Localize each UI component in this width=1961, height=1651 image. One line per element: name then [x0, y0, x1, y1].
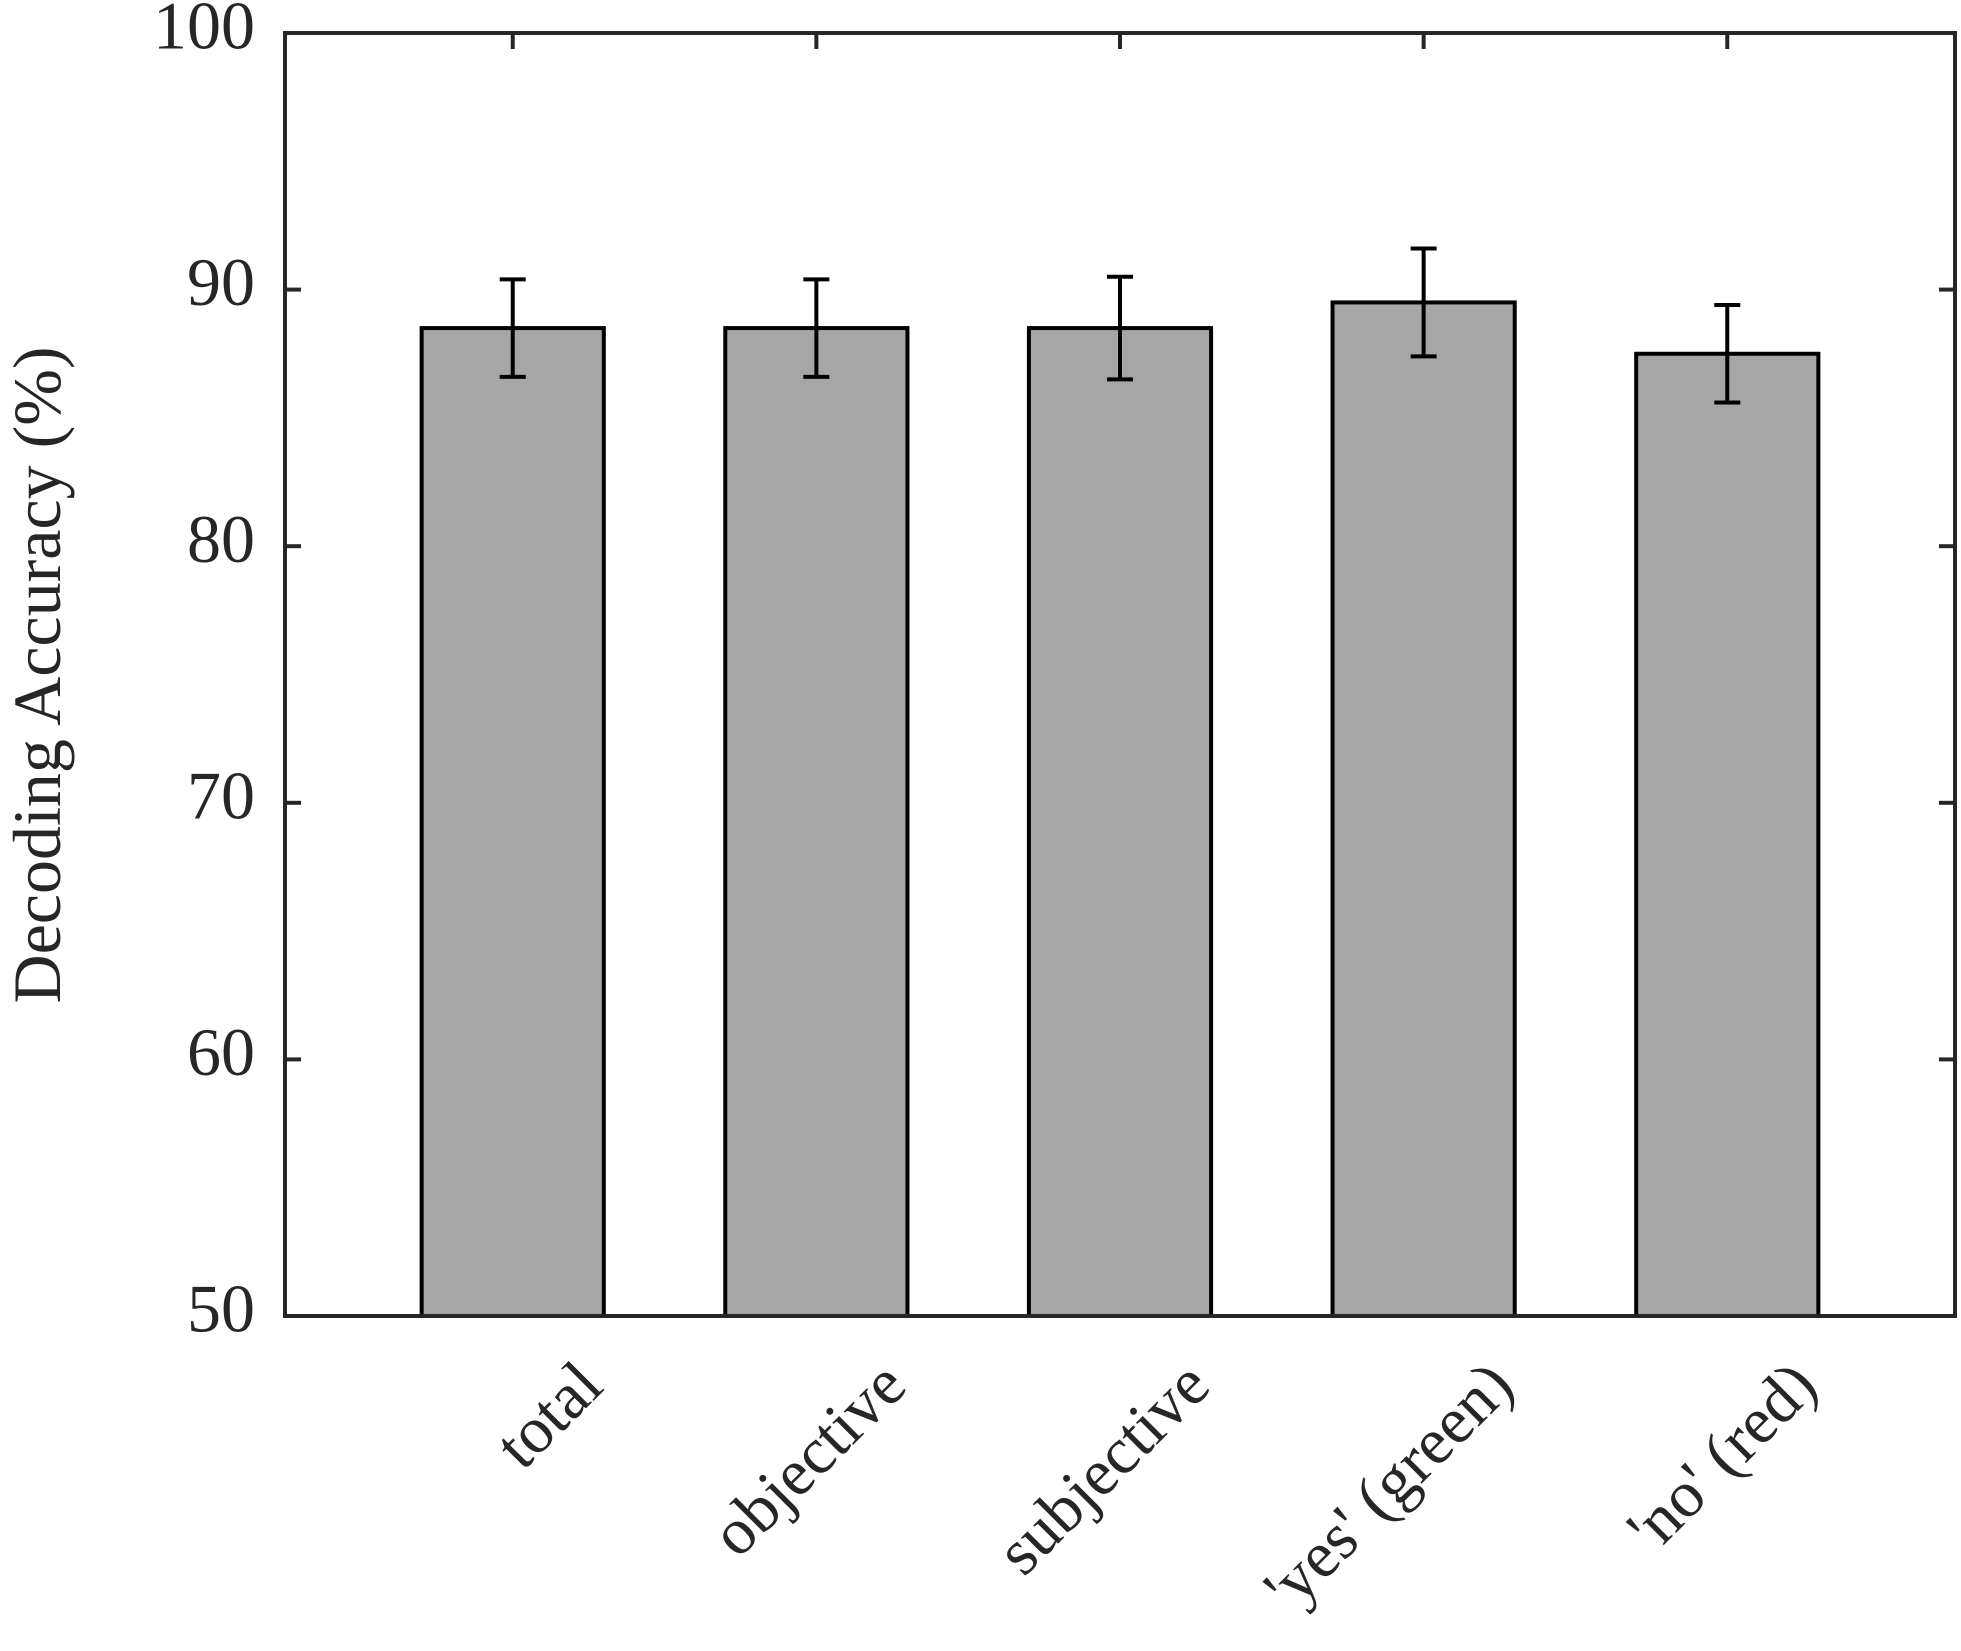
error-bar [803, 277, 830, 379]
error-bar [499, 277, 526, 379]
error-bar [1107, 274, 1133, 382]
y-tick-label: 100 [153, 0, 255, 64]
bar [1026, 326, 1214, 1318]
bar [723, 326, 910, 1318]
bars-layer [419, 300, 1821, 1318]
y-tick-label: 80 [187, 501, 255, 577]
y-axis-label: Decoding Accuracy (%) [0, 346, 75, 1003]
y-tick-label: 70 [187, 757, 255, 833]
error-bars-layer [499, 246, 1741, 405]
bar [1330, 300, 1517, 1318]
y-tick-label: 50 [187, 1271, 255, 1347]
error-bar [1714, 302, 1741, 405]
y-tick-labels: 50 60 70 80 90 100 [153, 0, 255, 1347]
bar [419, 326, 606, 1318]
ticks-layer [285, 33, 1955, 1062]
error-bar [1410, 246, 1437, 359]
bar [1634, 351, 1821, 1318]
y-tick-label: 60 [187, 1014, 255, 1090]
y-tick-label: 90 [187, 244, 255, 320]
